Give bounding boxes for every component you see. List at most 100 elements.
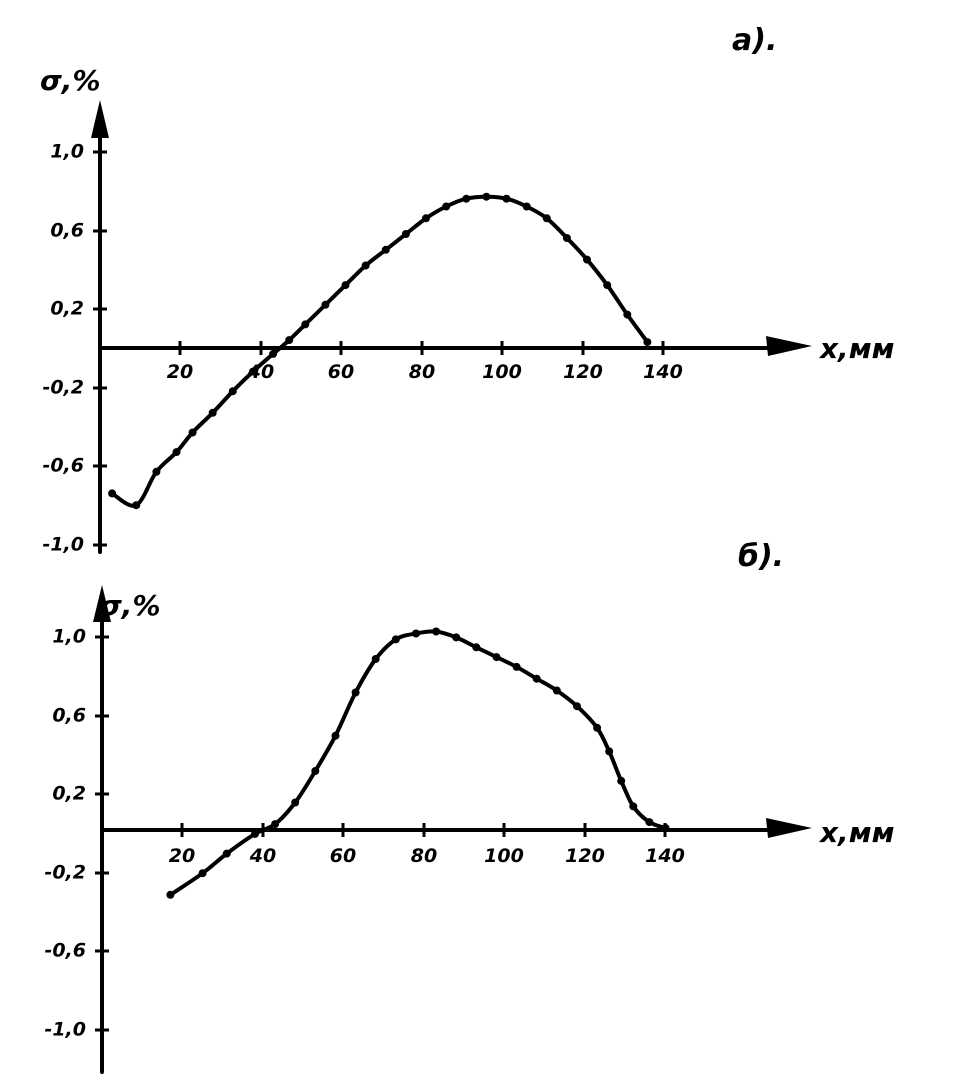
panel-b-data-point-6: [311, 767, 320, 775]
panel-b-data-point-17: [532, 674, 541, 683]
panel-a-x-tick-label-100: 100: [482, 361, 522, 383]
panel-a-x-tick-labels: 20 40 60 80 100 120 140: [167, 361, 683, 383]
panel-b-data-point-5: [291, 798, 300, 807]
panel-a-data-point-5: [208, 408, 217, 417]
panel-b-y-tick-label-m1-0: -1,0: [44, 1019, 86, 1041]
panel-b-x-tick-label-60: 60: [330, 845, 356, 867]
panel-b-data-point-25: [661, 824, 670, 832]
panel-a-y-tick-label-m0-2: -0,2: [42, 377, 84, 399]
panel-b-data-point-7: [331, 731, 340, 740]
panel-b-data-point-24: [645, 818, 654, 827]
panel-b-data-point-21: [605, 747, 614, 756]
panel-a-data-point-4: [188, 428, 197, 437]
panel-a-data-point-6: [228, 387, 237, 396]
panel-b: σ,% x,мм б). 20 40 60 80 100 120 140: [44, 539, 894, 1074]
panel-a-data-point-15: [401, 230, 410, 238]
panel-b-data-point-22: [617, 776, 626, 785]
panel-a-data-point-25: [603, 281, 612, 290]
panel-b-x-axis-title: x,мм: [818, 816, 894, 849]
panel-a-y-tick-label-0-6: 0,6: [50, 220, 84, 242]
panel-a-data-point-24: [583, 255, 591, 264]
panel-b-data-point-15: [492, 653, 501, 662]
panel-a-data-point-9: [285, 336, 294, 345]
panel-b-data-point-10: [391, 635, 400, 644]
panel-b-data-point-19: [573, 702, 581, 711]
panel-b-data-point-16: [512, 662, 521, 671]
panel-a-data-point-16: [422, 214, 430, 223]
panel-a-data-point-1: [132, 501, 141, 510]
panel-b-y-ticks: [95, 635, 109, 1032]
panel-a-x-tick-label-20: 20: [167, 361, 193, 383]
panel-a-data-point-23: [562, 234, 571, 242]
panel-a-label: a).: [732, 23, 777, 58]
panel-b-data-point-0: [166, 890, 175, 899]
panel-a-data-point-11: [321, 300, 330, 309]
panel-b-data-point-11: [412, 629, 420, 638]
panel-a-x-tick-label-40: 40: [247, 361, 274, 383]
panel-b-data-point-13: [452, 633, 461, 642]
panel-a-y-tick-label-1-0: 1,0: [50, 141, 84, 163]
panel-b-x-ticks: [180, 823, 667, 837]
panel-a-y-axis-title: σ,%: [40, 64, 101, 97]
panel-a-data-point-27: [643, 338, 652, 347]
panel-a-data-point-19: [482, 192, 491, 201]
panel-b-label: б).: [738, 539, 784, 574]
panel-b-data-point-1: [198, 869, 207, 878]
panel-a-data-point-18: [462, 194, 471, 203]
panel-a-data-point-14: [381, 245, 390, 254]
panel-a-y-tick-labels: 1,0 0,6 0,2 -0,2 -0,6 -1,0: [42, 141, 84, 556]
panel-b-y-arrowhead: [93, 585, 111, 622]
panel-a-x-tick-label-140: 140: [643, 361, 683, 383]
panel-b-data-point-9: [371, 655, 380, 663]
panel-a-data-point-7: [249, 367, 257, 376]
panel-b-data-point-3: [251, 829, 259, 838]
panel-b-x-tick-label-20: 20: [169, 845, 195, 867]
panel-a-x-arrowhead: [766, 336, 812, 356]
panel-a-data-point-22: [542, 214, 551, 223]
panel-b-x-tick-label-80: 80: [411, 845, 437, 867]
panel-a-data-point-26: [623, 310, 632, 319]
panel-a-data-point-13: [361, 261, 370, 270]
panel-a-x-tick-label-120: 120: [563, 361, 603, 383]
panel-b-x-tick-label-40: 40: [249, 845, 276, 867]
panel-b-data-point-14: [472, 643, 481, 652]
panel-a-y-tick-label-0-2: 0,2: [50, 298, 84, 320]
panel-a-y-arrowhead: [91, 100, 109, 138]
panel-b-x-tick-label-100: 100: [484, 845, 524, 867]
panel-b-x-tick-labels: 20 40 60 80 100 120 140: [169, 845, 685, 867]
panel-a-y-tick-label-m0-6: -0,6: [42, 455, 84, 477]
panel-a-data-point-0: [108, 489, 117, 498]
panel-b-x-tick-label-120: 120: [565, 845, 605, 867]
panel-a-x-tick-label-60: 60: [328, 361, 354, 383]
panel-b-data-point-8: [351, 688, 360, 697]
panel-a-data-point-21: [522, 202, 531, 211]
panel-a-x-ticks: [178, 341, 665, 355]
panel-b-y-tick-label-0-6: 0,6: [52, 705, 86, 727]
panel-a: σ,% x,мм a). 20 40 60 80 100 120 140: [40, 23, 894, 556]
panel-b-data-point-12: [432, 627, 441, 636]
panel-a-data-point-12: [341, 281, 350, 290]
panel-a-x-axis-title: x,мм: [818, 332, 894, 365]
panel-a-data-point-2: [152, 467, 161, 476]
panel-b-data-point-4: [271, 820, 280, 829]
panel-a-series-line: [110, 194, 650, 508]
panel-a-y-tick-label-m1-0: -1,0: [42, 534, 84, 556]
panel-b-y-tick-label-1-0: 1,0: [52, 626, 86, 648]
panel-b-data-point-2: [222, 849, 231, 858]
panel-b-y-axis-title: σ,%: [100, 589, 161, 622]
panel-b-x-tick-label-140: 140: [645, 845, 685, 867]
panel-a-data-point-20: [502, 194, 511, 203]
panel-b-data-point-18: [552, 686, 561, 695]
panel-b-y-tick-label-m0-2: -0,2: [44, 862, 86, 884]
panel-b-y-tick-label-0-2: 0,2: [52, 783, 86, 805]
panel-b-x-arrowhead: [766, 818, 812, 838]
panel-a-data-point-3: [172, 448, 181, 457]
panel-b-data-point-20: [593, 723, 602, 732]
panel-a-x-tick-label-80: 80: [409, 361, 435, 383]
panel-a-y-ticks: [93, 150, 107, 547]
panel-a-data-point-10: [301, 320, 310, 329]
panel-a-data-point-8: [269, 349, 278, 358]
panel-b-y-tick-labels: 1,0 0,6 0,2 -0,2 -0,6 -1,0: [44, 626, 86, 1041]
panel-b-data-point-23: [629, 802, 638, 811]
